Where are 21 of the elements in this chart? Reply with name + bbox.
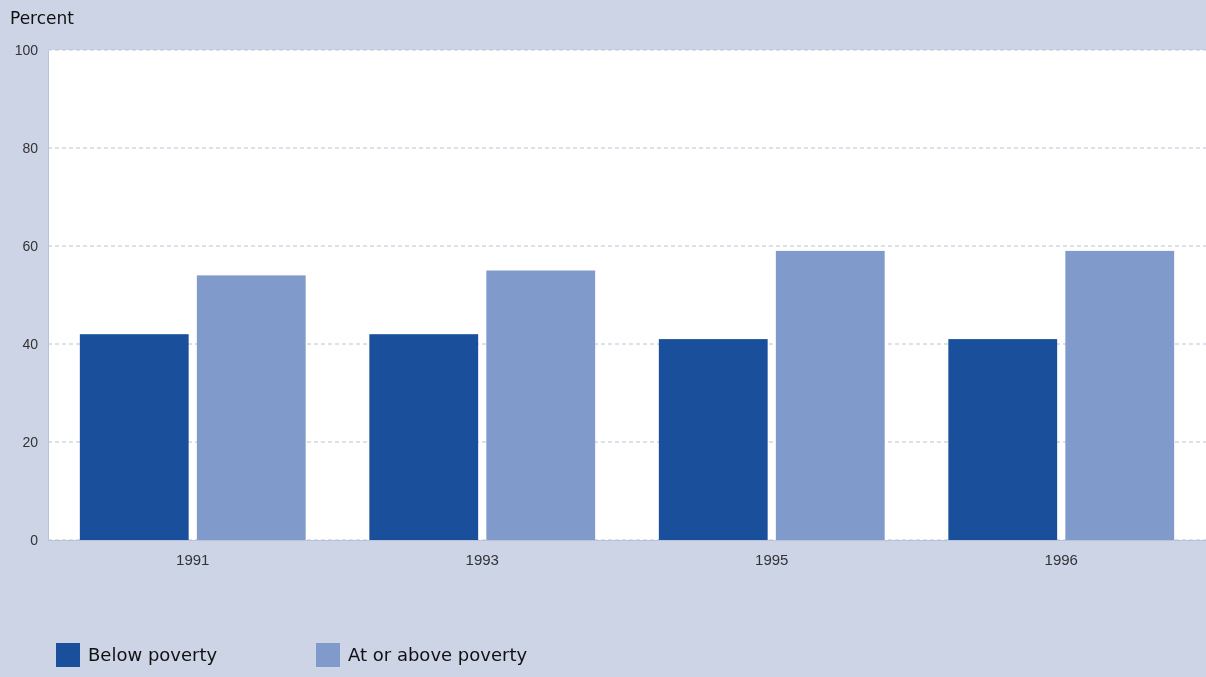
bar (658, 339, 768, 540)
y-axis-title: Percent (10, 8, 75, 28)
y-tick-label: 60 (22, 237, 39, 254)
y-tick-label: 40 (22, 335, 39, 352)
y-tick-label: 80 (22, 139, 39, 156)
x-tick-label: 1995 (755, 550, 789, 568)
bar (79, 334, 189, 540)
legend-label: Below poverty (88, 644, 218, 665)
x-tick-label: 1991 (176, 550, 210, 568)
bar (948, 339, 1058, 540)
bar (486, 270, 596, 540)
y-tick-label: 0 (30, 531, 39, 548)
bar (369, 334, 479, 540)
legend-label: At or above poverty (348, 644, 528, 665)
bar (196, 275, 306, 540)
x-tick-label: 1993 (465, 550, 499, 568)
bar (1065, 250, 1175, 540)
x-tick-label: 1996 (1044, 550, 1078, 568)
y-tick-label: 100 (14, 41, 39, 58)
y-tick-label: 20 (22, 433, 39, 450)
bar (775, 250, 885, 540)
